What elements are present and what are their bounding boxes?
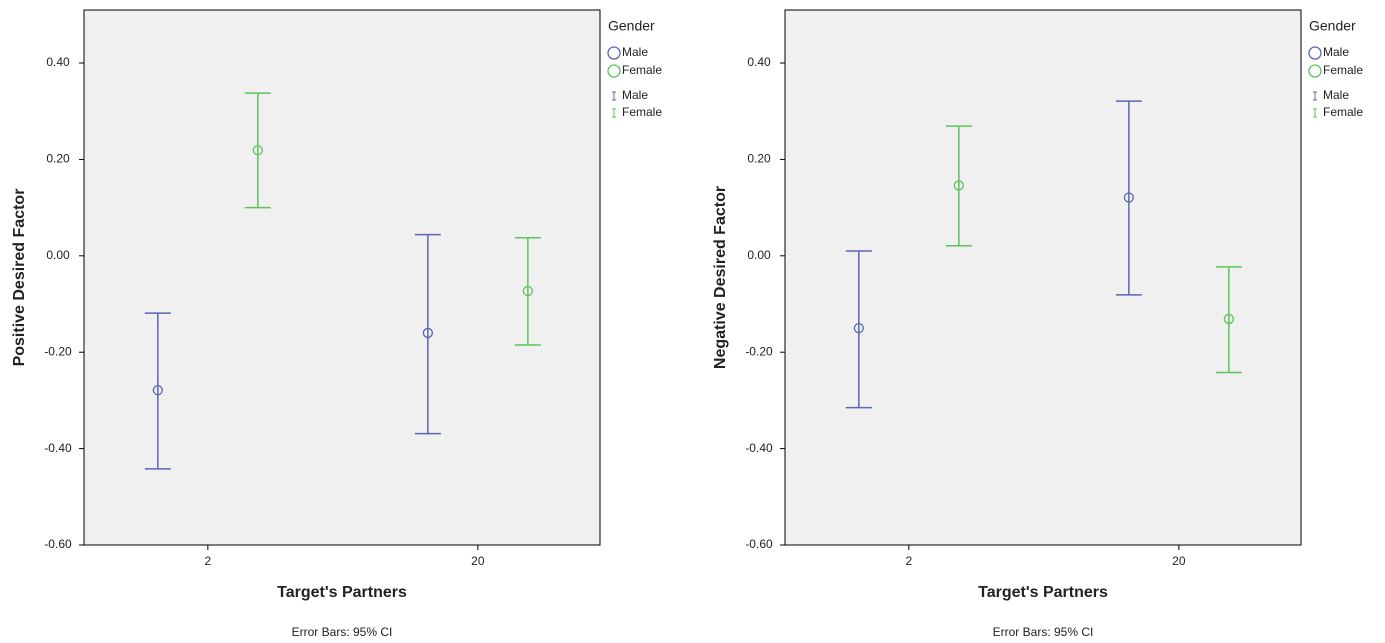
y-tick-label: 0.00	[46, 248, 70, 262]
chart: -0.60 -0.40 -0.20 0.00 0.20 0.40 2 20 Male Male Fe…	[712, 9, 1363, 639]
legend-label: Female	[1323, 63, 1363, 77]
chart: -0.60 -0.40 -0.20 0.00 0.20 0.40 2 20 Male Male Fe…	[11, 9, 662, 639]
legend-marker	[1308, 64, 1322, 78]
mean-marker	[953, 180, 964, 191]
x-tick-label: 2	[204, 554, 211, 568]
x-tick-label: 2	[905, 554, 912, 568]
y-tick-label: 0.00	[747, 248, 771, 262]
mean-marker	[152, 385, 163, 396]
legend-marker	[607, 46, 621, 60]
plot-area	[784, 9, 1302, 546]
y-tick-label: 0.40	[747, 55, 771, 69]
x-tick-label: 20	[1172, 554, 1186, 568]
legend-title: Gender	[1309, 18, 1356, 34]
legend-label: Male	[1323, 45, 1349, 59]
legend-label: Male	[622, 88, 648, 102]
mean-marker	[522, 285, 534, 297]
x-axis-label: Target's Partners	[978, 584, 1108, 601]
legend-label: Male	[622, 45, 648, 59]
y-tick-label: 0.20	[46, 152, 70, 166]
plot-area	[83, 9, 601, 546]
y-tick-label: -0.20	[745, 344, 773, 358]
y-tick-label: -0.60	[44, 537, 72, 551]
y-tick-label: -0.40	[745, 441, 773, 455]
legend-label: Male	[1323, 88, 1349, 102]
legend-marker	[607, 64, 621, 78]
y-tick-label: -0.60	[745, 537, 773, 551]
y-tick-label: -0.40	[44, 441, 72, 455]
legend-title: Gender	[608, 18, 655, 34]
note: Error Bars: 95% CI	[292, 625, 393, 639]
mean-marker	[853, 322, 864, 334]
y-tick-label: -0.20	[44, 344, 72, 358]
note: Error Bars: 95% CI	[993, 625, 1094, 639]
legend-label: Female	[1323, 105, 1363, 119]
mean-marker	[252, 145, 263, 156]
y-tick-label: 0.20	[747, 152, 771, 166]
legend-marker	[1308, 46, 1322, 60]
x-axis-label: Target's Partners	[277, 584, 407, 601]
y-axis-label: Positive Desired Factor	[11, 189, 28, 367]
x-tick-label: 20	[471, 554, 485, 568]
y-axis-label: Negative Desired Factor	[712, 186, 729, 369]
mean-marker	[1223, 313, 1235, 325]
legend-label: Female	[622, 63, 662, 77]
legend-label: Female	[622, 105, 662, 119]
mean-marker	[1123, 192, 1135, 203]
mean-marker	[422, 327, 434, 339]
y-tick-label: 0.40	[46, 55, 70, 69]
